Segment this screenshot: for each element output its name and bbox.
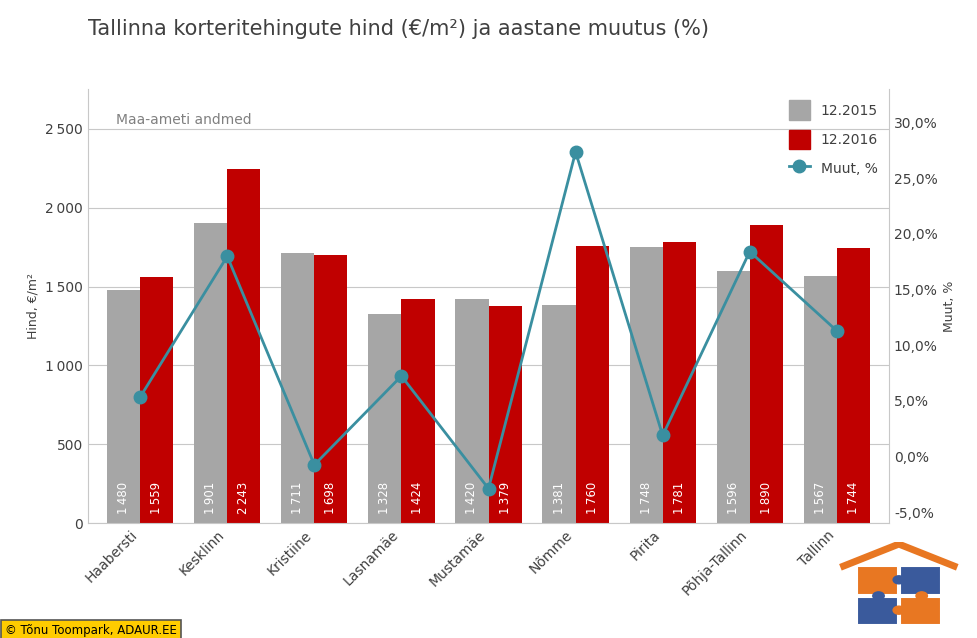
Text: 1 698: 1 698 [324,482,337,514]
Muut, % [483,485,494,493]
Legend: 12.2015, 12.2016, Muut, %: 12.2015, 12.2016, Muut, % [785,96,882,183]
Muut, % [570,148,581,156]
Text: 1 901: 1 901 [204,482,217,514]
Bar [194,223,228,523]
Text: 1 480: 1 480 [117,482,130,514]
Muut, % [222,253,234,260]
Bar [455,299,488,523]
Bar [837,248,870,523]
Text: 1 781: 1 781 [673,482,686,514]
Text: 1 567: 1 567 [814,482,827,514]
Text: 1 711: 1 711 [291,482,304,514]
Bar [140,278,173,523]
Muut, % [831,327,843,335]
Text: Tallinna korteritehingute hind (€/m²) ja aastane muutus (%): Tallinna korteritehingute hind (€/m²) ja… [88,19,709,39]
Bar [749,225,783,523]
Text: 1 744: 1 744 [847,482,860,514]
Bar [107,290,140,523]
Bar [542,306,575,523]
Text: 1 379: 1 379 [498,482,512,514]
Text: 1 596: 1 596 [727,482,740,514]
Bar [488,306,522,523]
Text: 1 748: 1 748 [640,482,653,514]
Y-axis label: Hind, €/m²: Hind, €/m² [26,273,40,339]
Bar [804,276,837,523]
Line: Muut, %: Muut, % [134,145,843,495]
Bar [228,169,260,523]
Text: 1 328: 1 328 [378,482,392,514]
Text: 2 243: 2 243 [237,482,250,514]
Text: Maa-ameti andmed: Maa-ameti andmed [116,113,251,127]
Circle shape [916,592,927,600]
Muut, % [134,393,146,401]
Circle shape [872,592,884,600]
Muut, % [396,372,407,380]
Text: 1 424: 1 424 [411,482,424,514]
Circle shape [893,606,905,614]
Bar [368,314,402,523]
Muut, % [309,461,320,469]
FancyBboxPatch shape [900,597,941,625]
Muut, % [657,431,668,439]
Bar [629,248,662,523]
Bar [717,271,749,523]
Bar [402,299,435,523]
Text: © Tõnu Toompark, ADAUR.EE: © Tõnu Toompark, ADAUR.EE [5,624,177,637]
FancyBboxPatch shape [900,567,941,595]
Bar [315,255,348,523]
Muut, % [743,248,755,255]
Y-axis label: Muut, %: Muut, % [944,281,956,332]
Text: 1 559: 1 559 [150,482,163,514]
Bar [281,253,315,523]
Text: 1 381: 1 381 [553,482,566,514]
Bar [575,246,609,523]
Text: 1 420: 1 420 [465,482,479,514]
Bar [662,242,696,523]
FancyBboxPatch shape [857,567,898,595]
Text: 1 890: 1 890 [760,482,773,514]
Circle shape [893,575,905,584]
Text: 1 760: 1 760 [585,482,599,514]
FancyBboxPatch shape [857,597,898,625]
